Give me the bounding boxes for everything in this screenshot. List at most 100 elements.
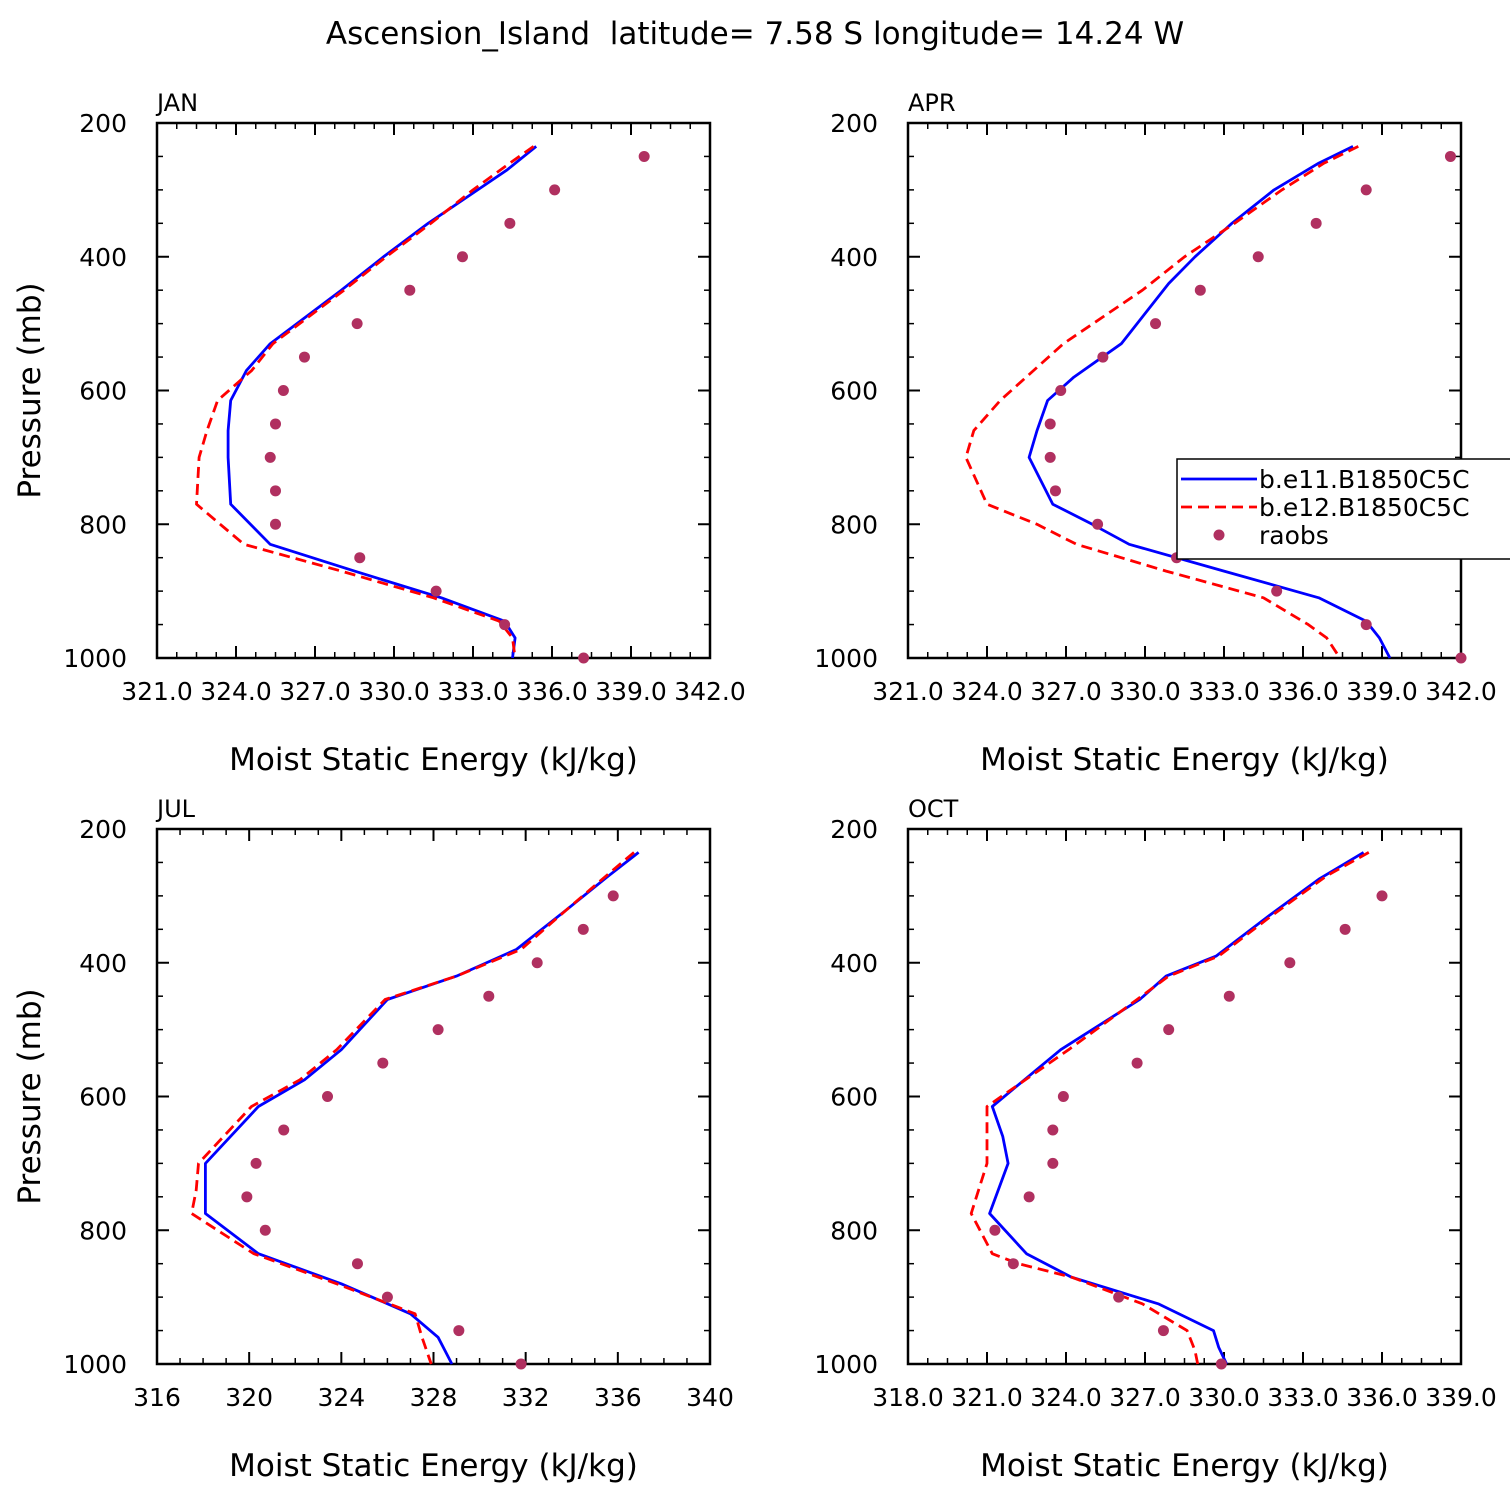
legend-label: b.e11.B1850C5C [1259, 465, 1470, 494]
raobs-point [322, 1091, 334, 1102]
y-tick-label: 600 [79, 1083, 127, 1112]
plot-frame [906, 121, 1463, 660]
raobs-point [578, 652, 590, 664]
raobs-point [1047, 1157, 1059, 1169]
raobs-point [531, 957, 543, 969]
raobs-point [432, 1024, 444, 1036]
x-tick-label: 320 [225, 1383, 273, 1412]
y-tick-label: 800 [79, 1216, 127, 1245]
x-tick-label: 339.0 [1425, 1383, 1497, 1412]
raobs-point [1284, 957, 1296, 969]
series-line-b-e12 [969, 851, 1370, 1365]
panel-jul: 316 320 324 328 332 336 340 200 400 600 800 1000 JUL… [12, 795, 734, 1484]
raobs-point [1097, 351, 1109, 363]
y-tick-label: 600 [79, 377, 127, 406]
x-tick-label: 333.0 [437, 677, 509, 706]
x-tick-label: 321.0 [951, 1383, 1023, 1412]
raobs-point [1049, 485, 1061, 497]
y-tick-label: 400 [79, 949, 127, 978]
y-tick-label: 1000 [814, 1350, 878, 1379]
raobs-point [1223, 990, 1235, 1002]
raobs-point [577, 923, 589, 935]
y-axis-label: Pressure (mb) [12, 988, 48, 1204]
series-group [969, 851, 1388, 1370]
raobs-point [1310, 217, 1322, 229]
y-tick-label: 1000 [814, 644, 878, 673]
y-tick-label: 800 [830, 510, 878, 539]
raobs-point [1131, 1057, 1143, 1069]
raobs-point [354, 552, 366, 564]
y-tick-label: 200 [79, 109, 127, 138]
series-line-b-e11 [226, 145, 538, 659]
y-tick-label: 200 [79, 815, 127, 844]
x-tick-label: 330.0 [1109, 677, 1181, 706]
raobs-point [277, 385, 289, 396]
x-tick-label: 321.0 [872, 677, 944, 706]
y-tick-label: 400 [830, 243, 878, 272]
panel-title: APR [908, 89, 956, 117]
series-line-b-e12 [190, 851, 635, 1365]
raobs-point [250, 1157, 262, 1169]
y-tick-label: 800 [79, 510, 127, 539]
raobs-point [270, 485, 281, 497]
raobs-point [404, 284, 416, 296]
x-tick-label: 316 [133, 1383, 181, 1412]
raobs-point [1360, 619, 1372, 631]
plot-frame [155, 827, 712, 1366]
y-tick-label: 600 [830, 1083, 878, 1112]
x-axis-label: Moist Static Energy (kJ/kg) [229, 742, 638, 778]
panel-jan: 321.0 324.0 327.0 330.0 333.0 336.0 339.0 342.0… [12, 89, 746, 778]
raobs-point [351, 1258, 363, 1270]
raobs-point [1444, 150, 1456, 162]
y-tick-label: 400 [79, 243, 127, 272]
raobs-point [1339, 923, 1351, 935]
x-tick-label: 336.0 [1346, 1383, 1418, 1412]
x-axis-label: Moist Static Energy (kJ/kg) [980, 1448, 1389, 1484]
raobs-point [1194, 284, 1206, 296]
x-tick-label: 336 [594, 1383, 642, 1412]
raobs-point [1252, 251, 1264, 263]
x-tick-label: 324.0 [951, 677, 1023, 706]
x-tick-label: 321.0 [121, 677, 193, 706]
x-tick-label: 330.0 [358, 677, 430, 706]
x-tick-label: 318.0 [872, 1383, 944, 1412]
legend-marker-raobs [1213, 529, 1225, 541]
raobs-point [1163, 1024, 1175, 1036]
x-tick-label: 324.0 [1030, 1383, 1102, 1412]
x-tick-label: 330.0 [1188, 1383, 1260, 1412]
x-tick-label: 339.0 [1346, 677, 1418, 706]
x-tick-label: 336.0 [1267, 677, 1339, 706]
x-tick-label: 333.0 [1188, 677, 1260, 706]
y-axis-label: Pressure (mb) [12, 282, 48, 498]
raobs-point [1150, 318, 1162, 330]
x-tick-label: 340 [686, 1383, 734, 1412]
series-line-b-e11 [203, 851, 640, 1365]
raobs-point [453, 1325, 465, 1337]
raobs-point [483, 990, 495, 1002]
y-tick-label: 200 [830, 109, 878, 138]
raobs-point [499, 619, 511, 631]
plot-frame [906, 827, 1463, 1366]
series-group [195, 145, 650, 664]
x-tick-label: 342.0 [674, 677, 746, 706]
legend-box [1176, 458, 1510, 560]
x-tick-label: 328 [410, 1383, 458, 1412]
series-line-b-e11 [988, 851, 1365, 1365]
raobs-point [515, 1358, 527, 1370]
x-tick-label: 332 [502, 1383, 550, 1412]
panels-group: 321.0 324.0 327.0 330.0 333.0 336.0 339.0 342.0… [12, 89, 1497, 1484]
x-tick-label: 339.0 [595, 677, 667, 706]
panel-title: JUL [155, 795, 196, 823]
x-tick-label: 342.0 [1425, 677, 1497, 706]
raobs-point [1047, 1124, 1059, 1136]
x-tick-label: 327.0 [1109, 1383, 1181, 1412]
raobs-point [1023, 1191, 1035, 1203]
panel-title: JAN [155, 89, 198, 117]
series-line-b-e12 [195, 145, 535, 659]
panel-apr: 321.0 324.0 327.0 330.0 333.0 336.0 339.0 342.0… [814, 89, 1496, 778]
raobs-point [1057, 1091, 1069, 1102]
raobs-point [381, 1291, 393, 1303]
legend-label: b.e12.B1850C5C [1259, 493, 1470, 522]
x-tick-label: 333.0 [1267, 1383, 1339, 1412]
